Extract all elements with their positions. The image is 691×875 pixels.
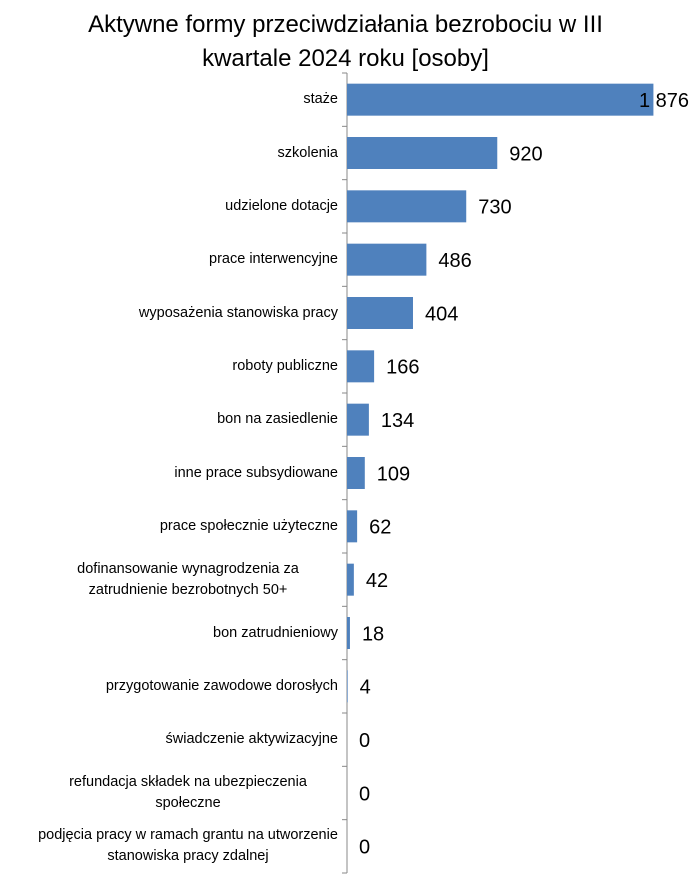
value-label: 1 876 [639, 90, 689, 112]
category-label-box: dofinansowanie wynagrodzenia za zatrudni… [0, 553, 338, 607]
value-label: 0 [359, 730, 370, 752]
bar [347, 403, 369, 436]
value-label: 18 [362, 623, 384, 645]
bar [347, 563, 354, 596]
bar [347, 83, 654, 116]
category-label: bon na zasiedlenie [217, 411, 338, 428]
category-label: szkolenia [277, 144, 338, 161]
category-label: roboty publiczne [232, 357, 338, 374]
category-label-box: wyposażenia stanowiska pracy [0, 286, 338, 340]
bar [347, 510, 358, 543]
category-label: staże [303, 91, 338, 108]
category-label-box: podjęcia pracy w ramach grantu na utworz… [0, 819, 338, 873]
category-label-box: bon zatrudnieniowy [0, 606, 338, 660]
category-label-box: świadczenie aktywizacyjne [0, 713, 338, 767]
category-label: przygotowanie zawodowe dorosłych [105, 677, 338, 694]
bar [347, 350, 375, 383]
category-label: dofinansowanie wynagrodzenia za zatrudni… [77, 560, 299, 598]
chart-title: Aktywne formy przeciwdziałania bezroboci… [88, 11, 603, 72]
value-label: 920 [509, 143, 542, 165]
value-label: 42 [366, 570, 388, 592]
value-label: 730 [478, 197, 511, 219]
category-label-box: przygotowanie zawodowe dorosłych [0, 659, 338, 713]
category-label: refundacja składek na ubezpieczenia społ… [69, 774, 307, 811]
bar [347, 137, 498, 169]
category-label-box: inne prace subsydiowane [0, 446, 338, 500]
value-label: 109 [377, 463, 410, 485]
bar [347, 297, 413, 329]
category-label-box: bon na zasiedlenie [0, 393, 338, 447]
category-label: inne prace subsydiowane [174, 464, 338, 481]
value-label: 166 [386, 357, 419, 379]
category-label: bon zatrudnieniowy [213, 624, 338, 641]
bar [347, 190, 467, 223]
category-label: prace społecznie użyteczne [159, 517, 338, 534]
value-label: 404 [425, 303, 458, 325]
category-label-box: szkolenia [0, 126, 338, 180]
value-label: 134 [381, 410, 414, 432]
category-label: świadczenie aktywizacyjne [165, 731, 338, 748]
category-label: podjęcia pracy w ramach grantu na utworz… [38, 827, 338, 865]
bar [347, 670, 348, 703]
bar [347, 457, 365, 489]
bar [347, 243, 427, 276]
value-label: 62 [369, 517, 391, 539]
category-label: prace interwencyjne [209, 251, 338, 268]
category-label: udzielone dotacje [225, 197, 338, 214]
value-label: 4 [360, 677, 371, 699]
category-label-box: roboty publiczne [0, 339, 338, 393]
category-label-box: refundacja składek na ubezpieczenia społ… [0, 766, 338, 820]
value-label: 486 [438, 250, 471, 272]
value-label: 0 [359, 783, 370, 805]
category-label-box: prace interwencyjne [0, 233, 338, 287]
value-label: 0 [359, 837, 370, 859]
bar [347, 617, 350, 649]
category-label-box: prace społecznie użyteczne [0, 499, 338, 553]
category-label: wyposażenia stanowiska pracy [138, 304, 338, 321]
category-label-box: udzielone dotacje [0, 179, 338, 233]
category-label-box: staże [0, 73, 338, 127]
